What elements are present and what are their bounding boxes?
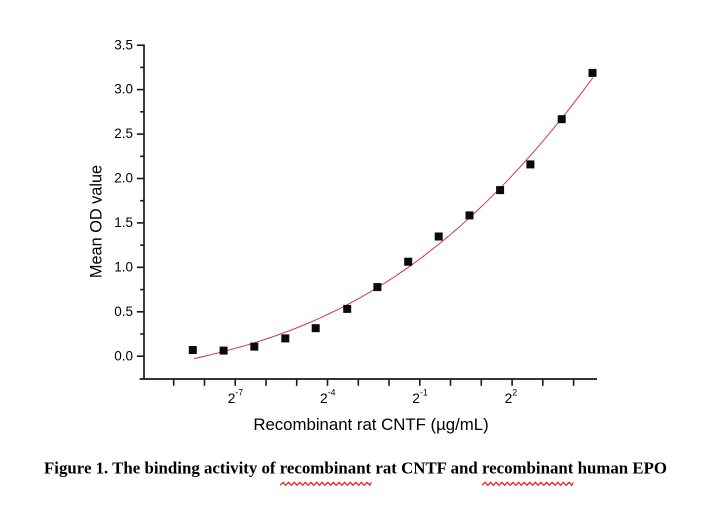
svg-text:1.5: 1.5 [114, 215, 133, 230]
svg-text:Recombinant rat CNTF (µg/mL): Recombinant rat CNTF (µg/mL) [253, 415, 488, 434]
svg-text:3.5: 3.5 [114, 37, 133, 52]
svg-text:0.5: 0.5 [114, 304, 133, 319]
svg-text:Figure 1. The binding activity: Figure 1. The binding activity of recomb… [44, 459, 667, 478]
svg-text:Mean OD value: Mean OD value [88, 165, 106, 278]
svg-text:3.0: 3.0 [114, 82, 133, 97]
svg-text:0.0: 0.0 [114, 348, 133, 363]
svg-text:2.5: 2.5 [114, 126, 133, 141]
svg-text:2.0: 2.0 [114, 171, 133, 186]
svg-text:1.0: 1.0 [114, 259, 133, 274]
